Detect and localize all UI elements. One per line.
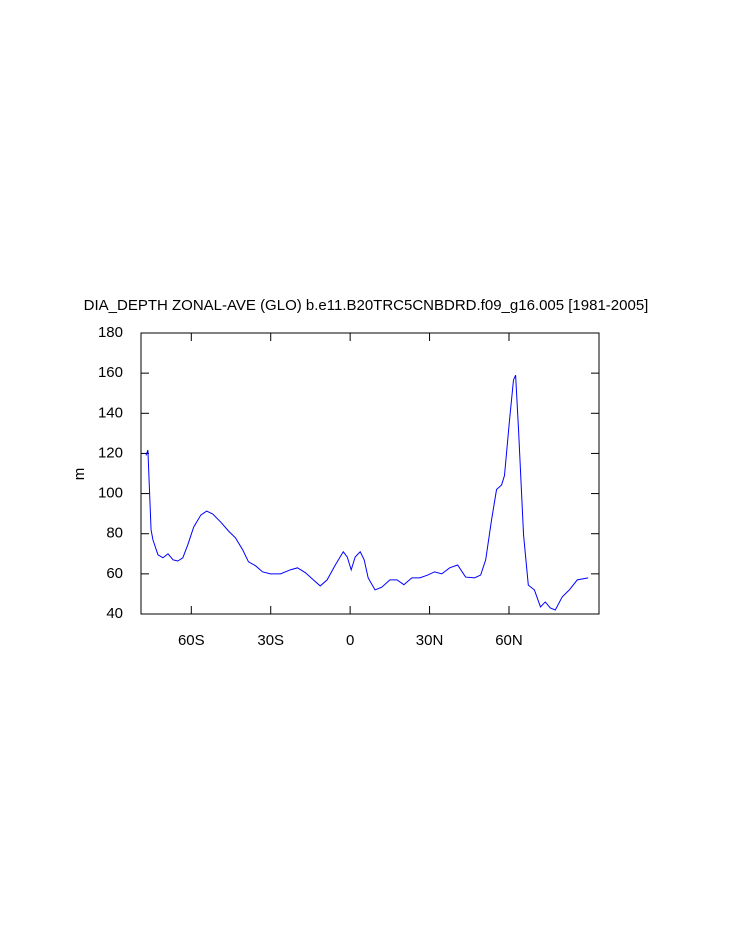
chart-title: DIA_DEPTH ZONAL-AVE (GLO) b.e11.B20TRC5C…	[84, 297, 649, 314]
y-tick-label: 80	[106, 525, 123, 542]
y-tick-label: 120	[98, 444, 123, 461]
x-tick-label: 30N	[416, 632, 444, 649]
x-tick-label: 0	[346, 632, 354, 649]
y-axis-label: m	[71, 468, 88, 481]
y-tick-label: 160	[98, 364, 123, 381]
y-tick-label: 140	[98, 404, 123, 421]
y-tick-label: 40	[106, 605, 123, 622]
y-tick-label: 180	[98, 324, 123, 341]
x-tick-label: 60S	[178, 632, 205, 649]
x-tick-label: 60N	[495, 632, 523, 649]
y-tick-label: 100	[98, 485, 123, 502]
plot-frame	[140, 332, 600, 615]
y-tick-label: 60	[106, 565, 123, 582]
data-line	[145, 374, 589, 611]
x-tick-label: 30S	[257, 632, 284, 649]
